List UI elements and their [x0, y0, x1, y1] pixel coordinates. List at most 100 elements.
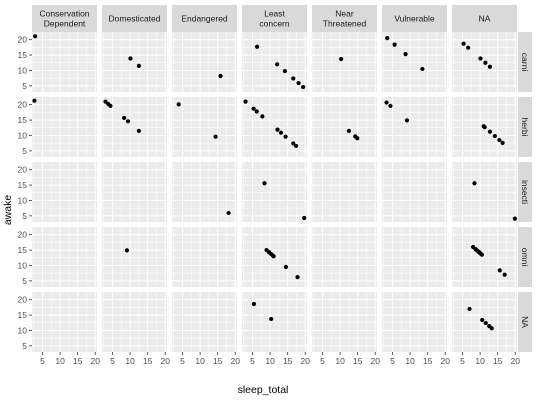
x-axis-title: sleep_total: [238, 384, 289, 396]
data-point: [497, 137, 502, 143]
data-point: [294, 143, 299, 149]
x-tick-label: 20: [91, 356, 101, 366]
data-point: [275, 62, 280, 67]
y-tick-label: 10: [18, 130, 28, 140]
panel-herbi-conservation-dependent: [32, 97, 97, 157]
data-point: [478, 56, 483, 61]
data-point: [512, 216, 517, 221]
points-layer: [32, 34, 517, 331]
panel-na-conservation-dependent: [32, 292, 97, 352]
data-point: [302, 215, 307, 221]
strip-col-vulnerable: [382, 5, 447, 32]
data-point: [136, 63, 141, 68]
data-point: [404, 118, 410, 123]
strip-col-domesticated: [102, 5, 167, 32]
panels-layer: [32, 32, 517, 352]
data-point: [283, 264, 289, 270]
x-tick-label: 15: [283, 356, 293, 366]
data-point: [296, 80, 301, 86]
data-point: [251, 106, 256, 111]
panel-herbi-least-concern: [242, 97, 307, 157]
data-point: [384, 100, 389, 105]
panel-insecti-na: [452, 162, 517, 222]
x-tick-label: 5: [40, 356, 45, 366]
panel-insecti-domesticated: [102, 162, 167, 222]
x-tick-label: 10: [125, 356, 135, 366]
y-tick-label: 15: [18, 115, 28, 125]
strip-col-label: Least: [264, 9, 285, 19]
data-point: [500, 140, 505, 145]
data-point: [103, 99, 108, 104]
panel-insecti-least-concern: [242, 162, 307, 222]
strip-col-label: Conservation: [39, 9, 89, 19]
x-tick-label: 5: [390, 356, 395, 366]
data-point: [218, 73, 223, 79]
data-point: [128, 56, 133, 61]
data-point: [480, 317, 485, 323]
panel-na-endangered: [172, 292, 237, 352]
strip-col-label: NA: [479, 14, 491, 24]
data-point: [466, 45, 471, 50]
panel-na-near-threatened: [312, 292, 377, 352]
data-point: [483, 320, 488, 326]
y-tick-label: 20: [18, 165, 28, 175]
axes-layer: 5 10 15 20 5 10 15 20 5 10 15 20 5 10 15 20 5 10 15 20 5 10 15…: [18, 35, 521, 366]
panel-herbi-endangered: [172, 97, 237, 157]
data-point: [339, 56, 344, 62]
y-tick-label: 5: [22, 146, 27, 156]
data-point: [301, 84, 306, 90]
data-point: [388, 103, 393, 109]
strip-col-label: Dependent: [44, 19, 86, 29]
data-point: [282, 68, 287, 74]
data-point: [489, 326, 494, 331]
data-point: [295, 275, 300, 280]
panel-omni-endangered: [172, 227, 237, 287]
data-point: [122, 115, 127, 121]
strip-row-label: omni: [520, 248, 530, 267]
x-tick-label: 20: [441, 356, 451, 366]
data-point: [275, 127, 280, 132]
panel-insecti-conservation-dependent: [32, 162, 97, 222]
data-point: [269, 316, 274, 322]
y-tick-label: 10: [18, 65, 28, 75]
panel-carni-endangered: [172, 32, 237, 92]
data-point: [125, 119, 131, 124]
data-point: [472, 181, 477, 186]
strip-col-label: Endangered: [181, 14, 228, 24]
y-tick-label: 10: [18, 195, 28, 205]
y-axis-title: awake: [2, 195, 14, 226]
strip-row-label: NA: [520, 316, 530, 328]
panel-omni-na: [452, 227, 517, 287]
x-tick-label: 5: [110, 356, 115, 366]
strip-col-label: concern: [259, 19, 290, 29]
data-point: [136, 128, 141, 133]
strip-col-conservation-dependent: [32, 5, 97, 32]
y-tick-label: 5: [22, 211, 27, 221]
data-point: [278, 130, 284, 135]
x-tick-label: 10: [265, 356, 275, 366]
data-point: [108, 103, 113, 109]
panel-insecti-near-threatened: [312, 162, 377, 222]
data-point: [255, 44, 260, 49]
data-point: [33, 34, 38, 39]
data-point: [487, 64, 493, 69]
strip-col-na: [452, 5, 517, 32]
y-tick-label: 20: [18, 230, 28, 240]
panel-omni-vulnerable: [382, 227, 447, 287]
data-point: [262, 181, 267, 186]
x-tick-label: 10: [195, 356, 205, 366]
strip-col-label: Near: [335, 9, 354, 19]
data-point: [355, 136, 360, 141]
data-point: [176, 102, 181, 107]
data-point: [420, 66, 425, 72]
panel-insecti-vulnerable: [382, 162, 447, 222]
x-tick-label: 5: [460, 356, 465, 366]
y-tick-label: 5: [22, 341, 27, 351]
panel-carni-near-threatened: [312, 32, 377, 92]
data-point: [483, 60, 488, 65]
panel-omni-domesticated: [102, 227, 167, 287]
panel-carni-conservation-dependent: [32, 32, 97, 92]
data-point: [392, 42, 397, 47]
